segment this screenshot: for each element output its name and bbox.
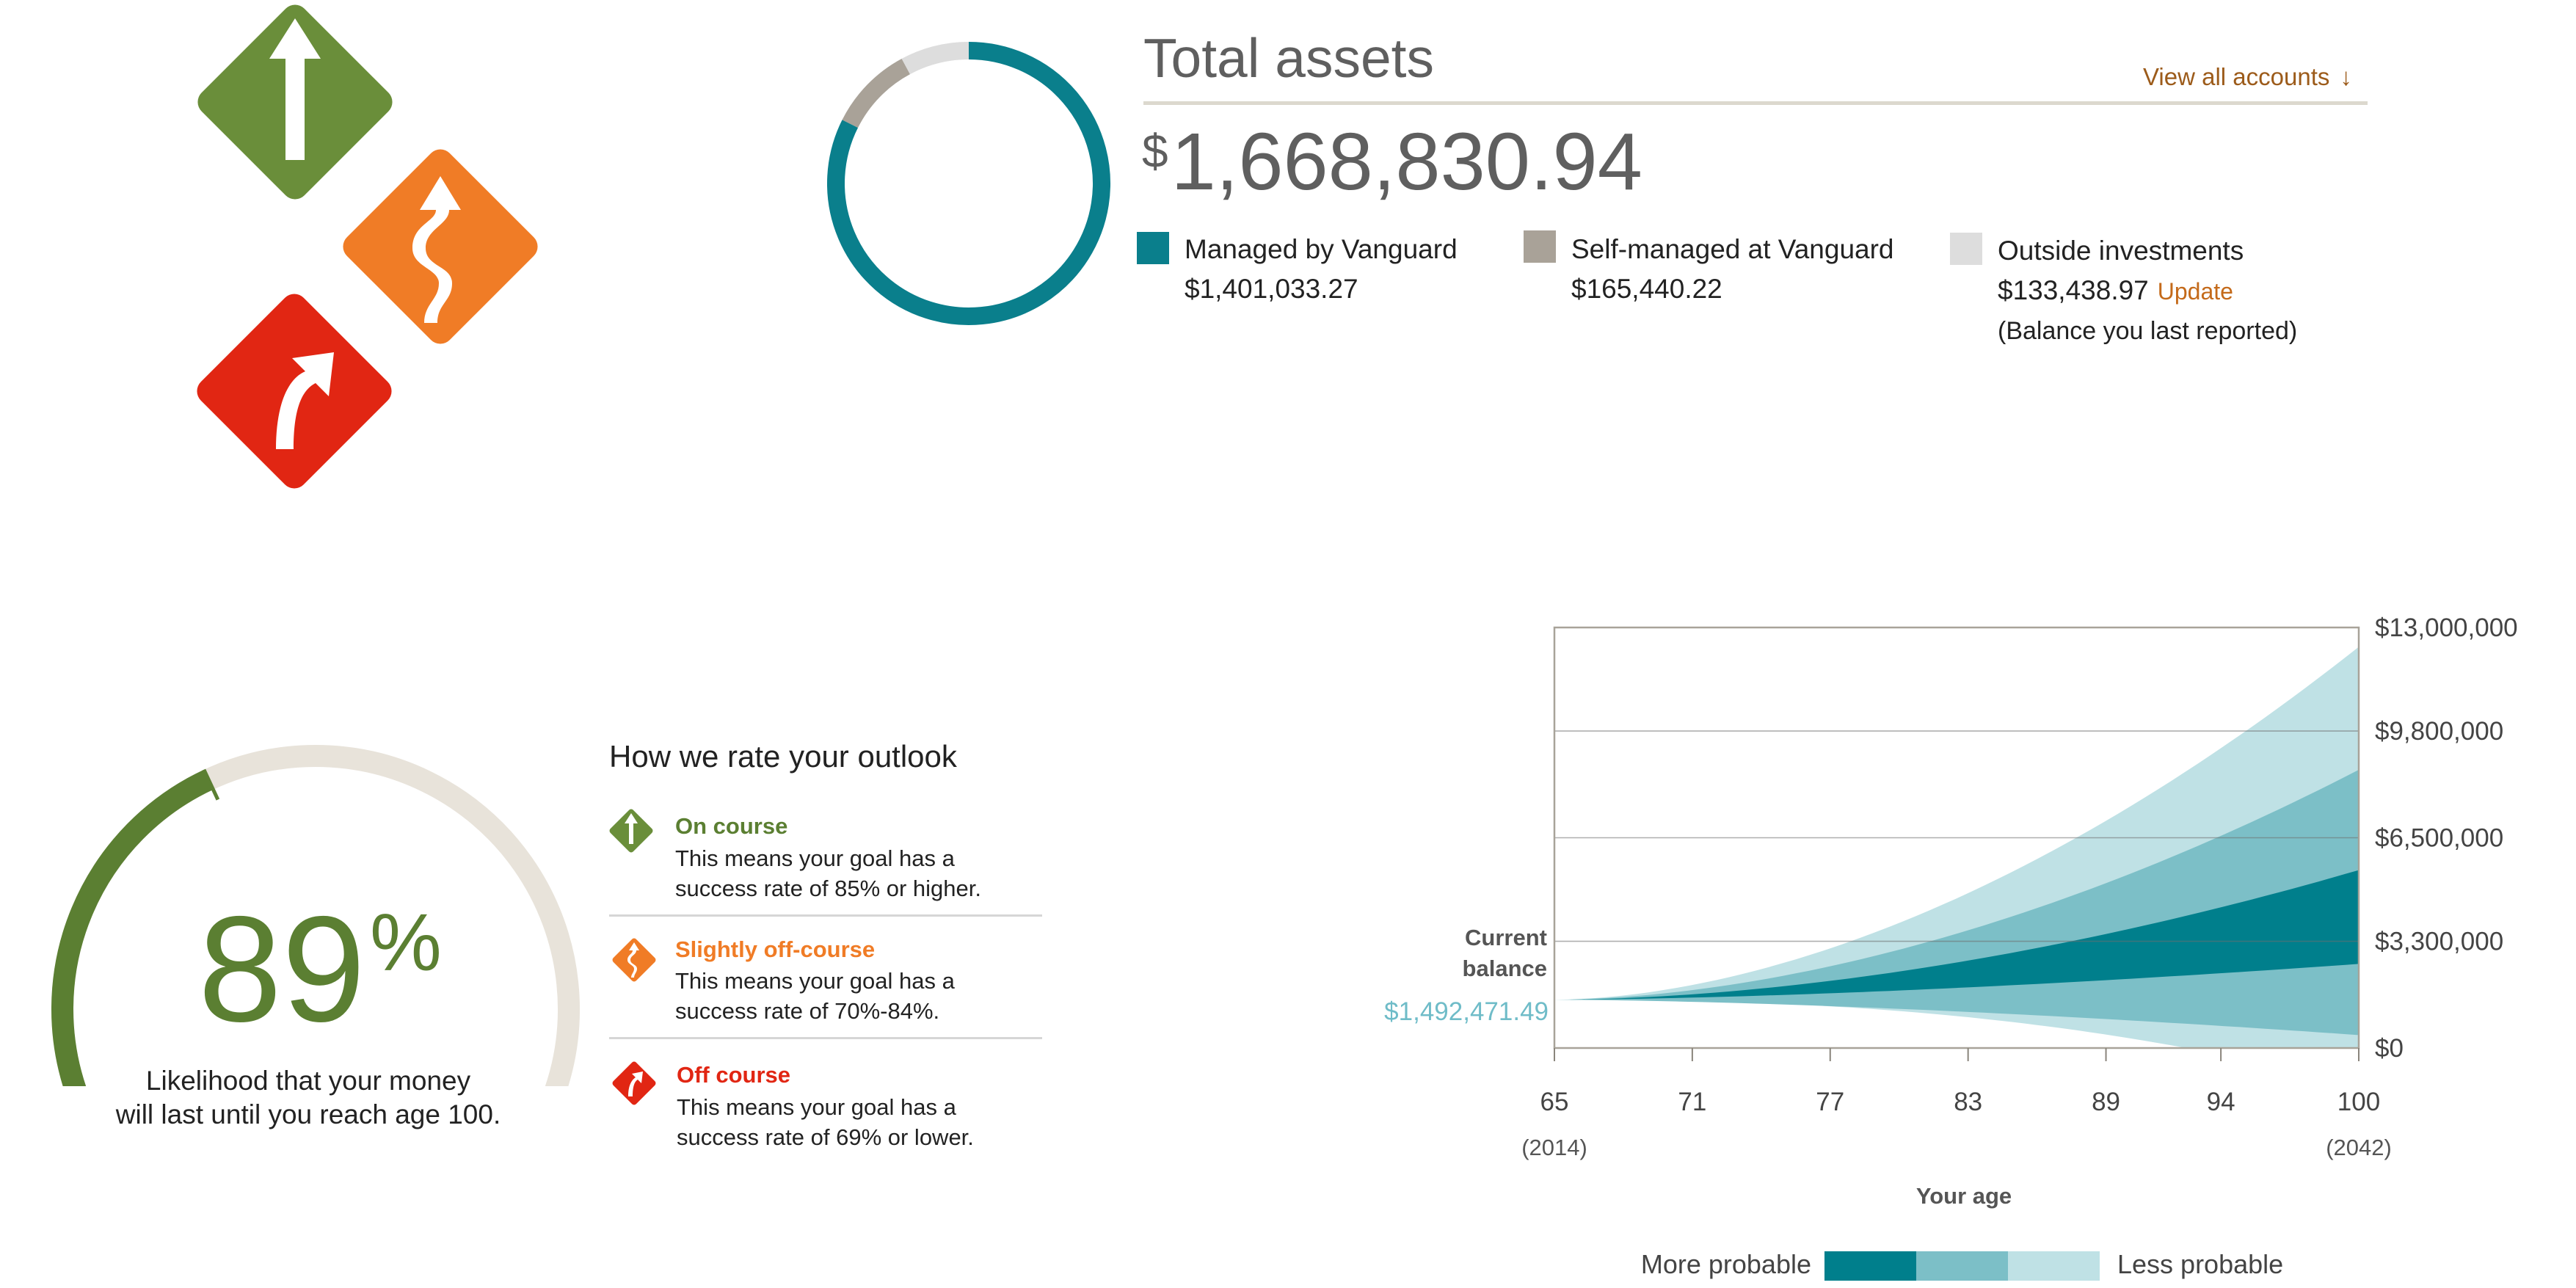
less-probable-label: Less probable bbox=[2117, 1249, 2283, 1279]
outside-legend-title: Outside investments bbox=[1998, 236, 2244, 266]
view-all-accounts-label[interactable]: View all accounts bbox=[2143, 63, 2330, 90]
y-tick-label-1: $9,800,000 bbox=[2375, 717, 2503, 746]
y-tick-label-3: $3,300,000 bbox=[2375, 928, 2503, 956]
rating-divider-2 bbox=[609, 1037, 1042, 1039]
off-course-description-line1: This means your goal has a bbox=[677, 1094, 956, 1120]
slightly-off-course-description-line1: This means your goal has a bbox=[675, 968, 955, 994]
outside-legend-value: $133,438.97 bbox=[1998, 275, 2149, 305]
percent-sign: % bbox=[370, 898, 442, 988]
total-assets-value: 1,668,830.94 bbox=[1171, 117, 1642, 207]
x-tick-label-6: 100 bbox=[2337, 1088, 2380, 1116]
rating-icons-graphic bbox=[197, 4, 538, 489]
x-tick-year-0: (2014) bbox=[1521, 1135, 1587, 1160]
self-managed-legend-swatch bbox=[1524, 230, 1556, 263]
current-balance-value: $1,492,471.49 bbox=[1384, 997, 1549, 1026]
likelihood-gauge bbox=[51, 745, 580, 1086]
x-tick-label-4: 89 bbox=[2092, 1088, 2120, 1116]
off-course-label: Off course bbox=[677, 1062, 791, 1088]
likelihood-caption-line2: will last until you reach age 100. bbox=[115, 1099, 501, 1129]
gauge-fill bbox=[51, 769, 214, 1086]
managed-legend-title: Managed by Vanguard bbox=[1185, 234, 1458, 264]
slightly-off-course-small-icon bbox=[612, 938, 656, 982]
x-tick-label-0: 65 bbox=[1540, 1088, 1569, 1116]
rating-divider-1 bbox=[609, 914, 1042, 917]
managed-legend-swatch bbox=[1137, 232, 1169, 264]
x-tick-label-1: 71 bbox=[1678, 1088, 1706, 1116]
slightly-off-course-sign-icon bbox=[343, 149, 538, 344]
self-managed-legend-title: Self-managed at Vanguard bbox=[1571, 234, 1894, 264]
probability-swatch-mid bbox=[1916, 1251, 2008, 1281]
likelihood-caption-line1: Likelihood that your money bbox=[145, 1066, 471, 1096]
probability-swatch-dark bbox=[1824, 1251, 1916, 1281]
on-course-description-line1: This means your goal has a bbox=[675, 845, 955, 871]
x-tick-label-5: 94 bbox=[2207, 1088, 2235, 1116]
slightly-off-course-description-line2: success rate of 70%-84%. bbox=[675, 998, 940, 1024]
current-balance-label-line2: balance bbox=[1463, 956, 1547, 981]
projection-band-2 bbox=[1554, 870, 2359, 1000]
outside-legend-swatch bbox=[1950, 233, 1982, 265]
slightly-off-course-label: Slightly off-course bbox=[675, 936, 876, 962]
probability-swatch-light bbox=[2008, 1251, 2100, 1281]
donut-segment-2 bbox=[901, 42, 969, 75]
managed-legend-value: $1,401,033.27 bbox=[1185, 274, 1358, 304]
view-all-accounts-link[interactable]: View all accounts ↓ bbox=[2143, 65, 2352, 89]
update-outside-link[interactable]: Update bbox=[2157, 278, 2233, 305]
on-course-description-line2: success rate of 85% or higher. bbox=[675, 876, 982, 901]
likelihood-value: 89 bbox=[198, 885, 366, 1053]
donut-segment-1 bbox=[842, 59, 911, 128]
x-tick-label-3: 83 bbox=[1954, 1088, 1982, 1116]
off-course-description-line2: success rate of 69% or lower. bbox=[677, 1124, 974, 1150]
rating-legend-title: How we rate your outlook bbox=[609, 739, 957, 774]
x-axis-title: Your age bbox=[1916, 1183, 2012, 1209]
asset-allocation-donut bbox=[827, 42, 1110, 325]
total-assets-amount: $1,668,830.94 bbox=[1142, 122, 1642, 203]
off-course-description: This means your goal has a success rate o… bbox=[677, 1092, 1058, 1152]
more-probable-label: More probable bbox=[1641, 1249, 1811, 1279]
y-tick-label-2: $6,500,000 bbox=[2375, 824, 2503, 853]
chart-frame bbox=[1553, 626, 2360, 1049]
on-course-small-icon bbox=[609, 809, 653, 853]
self-managed-legend-value: $165,440.22 bbox=[1571, 274, 1722, 304]
likelihood-percentage: 89% bbox=[198, 894, 442, 1044]
title-divider bbox=[1143, 101, 2368, 105]
y-tick-label-0: $13,000,000 bbox=[2375, 614, 2518, 642]
x-tick-year-6: (2042) bbox=[2326, 1135, 2392, 1160]
arrow-down-icon: ↓ bbox=[2340, 63, 2352, 90]
on-course-label: On course bbox=[675, 813, 788, 839]
y-tick-label-4: $0 bbox=[2375, 1034, 2404, 1063]
likelihood-caption: Likelihood that your money will last unti… bbox=[44, 1064, 572, 1132]
gauge-marker bbox=[202, 768, 220, 801]
off-course-small-icon bbox=[612, 1061, 656, 1105]
current-balance-label-line1: Current bbox=[1465, 925, 1547, 950]
outside-legend-value-row: $133,438.97 Update bbox=[1998, 277, 2233, 304]
currency-symbol: $ bbox=[1142, 125, 1168, 178]
outside-balance-note: (Balance you last reported) bbox=[1998, 317, 2298, 345]
off-course-sign-icon bbox=[197, 294, 392, 489]
total-assets-title: Total assets bbox=[1143, 27, 1435, 89]
donut-segment-0 bbox=[827, 42, 1110, 325]
on-course-description: This means your goal has a success rate o… bbox=[675, 843, 1057, 903]
on-course-sign-icon bbox=[197, 4, 393, 200]
slightly-off-course-description: This means your goal has a success rate o… bbox=[675, 966, 1057, 1026]
x-tick-label-2: 77 bbox=[1816, 1088, 1844, 1116]
